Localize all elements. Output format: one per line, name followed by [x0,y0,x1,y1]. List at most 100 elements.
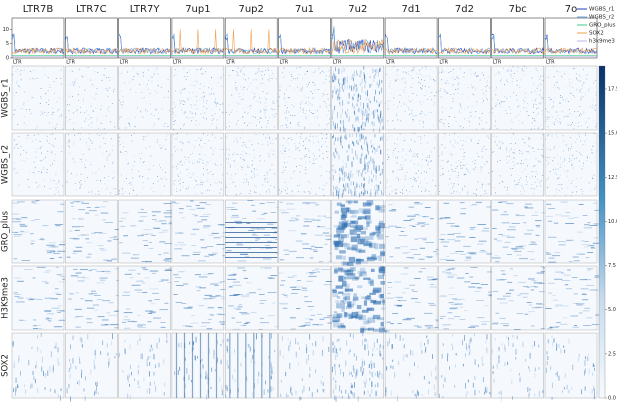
heatmap-speck [369,292,376,295]
heatmap-speck [200,140,201,141]
heatmap-speck [332,174,334,181]
heatmap-speck [201,138,203,139]
heatmap-speck [175,302,183,303]
heatmap-speck [81,344,83,348]
heatmap-speck [338,79,339,84]
heatmap-speck [123,319,131,321]
heatmap-speck [87,253,92,255]
heatmap-speck [230,216,240,218]
heatmap-speck [519,150,520,151]
heatmap-speck [589,225,598,226]
heatmap-speck [243,74,245,75]
heatmap-speck [113,188,115,190]
heatmap-speck [531,91,533,93]
heatmap-speck [119,141,120,142]
heatmap-speck [125,127,127,129]
heatmap-speck [184,111,186,113]
heatmap-speck [379,350,381,357]
heatmap-speck [424,223,430,225]
heatmap-speck [513,73,515,74]
heatmap-speck [43,167,45,169]
heatmap-speck [153,115,155,117]
heatmap-speck [45,318,49,320]
heatmap-speck [289,340,291,344]
heatmap-speck [199,158,200,160]
heatmap-speck [588,117,590,119]
heatmap-speck [250,190,251,192]
heatmap-speck [414,133,416,134]
heatmap-speck [380,100,382,105]
heatmap-speck [572,167,574,169]
heatmap-speck [375,89,376,95]
heatmap-speck [296,280,301,281]
heatmap-speck [506,189,508,191]
heatmap-speck [106,159,108,161]
heatmap-speck [192,175,194,177]
heatmap-speck [335,354,337,361]
heatmap-speck [298,191,299,193]
heatmap-speck [202,227,209,229]
heatmap-speck [537,85,539,87]
heatmap-speck [248,77,250,79]
heatmap-speck [336,190,338,196]
heatmap-speck [141,353,143,360]
heatmap-speck [447,160,449,162]
heatmap-speck [308,101,310,103]
heatmap-speck [353,296,359,301]
heatmap-speck [78,356,80,361]
heatmap-speck [288,156,290,158]
heatmap-speck [485,177,487,179]
heatmap-speck [208,189,210,191]
heatmap-speck [65,117,67,118]
heatmap-speck [160,279,169,281]
heatmap-texture [172,200,229,262]
heatmap-speck [168,223,175,225]
heatmap-speck [219,236,227,237]
heatmap-speck [461,187,463,189]
heatmap-speck [526,176,527,178]
heatmap-speck [299,346,300,350]
region-label: LTR [439,60,448,66]
heatmap-speck [18,184,20,186]
heatmap-speck [101,270,111,272]
heatmap-speck [332,366,333,373]
heatmap-speck [334,246,339,251]
heatmap-speck [336,296,341,299]
heatmap-speck [325,281,333,282]
heatmap-speck [32,202,38,204]
heatmap-speck [459,202,465,204]
heatmap-speck [108,106,110,108]
heatmap-speck [208,87,209,89]
heatmap-speck [177,163,179,165]
heatmap-speck [75,272,82,274]
heatmap-speck [453,93,455,95]
heatmap-speck [51,117,53,119]
heatmap-speck [465,173,467,175]
heatmap-speck [486,161,488,162]
heatmap-speck [111,149,113,151]
heatmap-speck [266,202,276,204]
heatmap-speck [329,118,331,120]
heatmap-speck [397,106,398,108]
heatmap-speck [138,175,140,177]
heatmap-speck [267,315,275,317]
heatmap-speck [31,201,35,203]
heatmap-speck [217,103,219,104]
heatmap-speck [358,127,359,134]
heatmap-speck [368,113,370,117]
heatmap-bg [118,332,171,399]
heatmap-speck [251,160,253,162]
heatmap-streak [229,333,231,398]
heatmap-speck [55,173,56,175]
heatmap-speck [475,166,476,168]
heatmap-speck [420,139,422,141]
heatmap-speck [309,334,311,340]
heatmap-speck [41,239,46,241]
heatmap-speck [402,156,403,158]
heatmap-speck [503,325,509,327]
heatmap-speck [201,73,203,74]
heatmap-speck [385,391,387,397]
heatmap-speck [139,175,141,177]
heatmap-speck [207,273,214,275]
heatmap-speck [75,110,77,112]
